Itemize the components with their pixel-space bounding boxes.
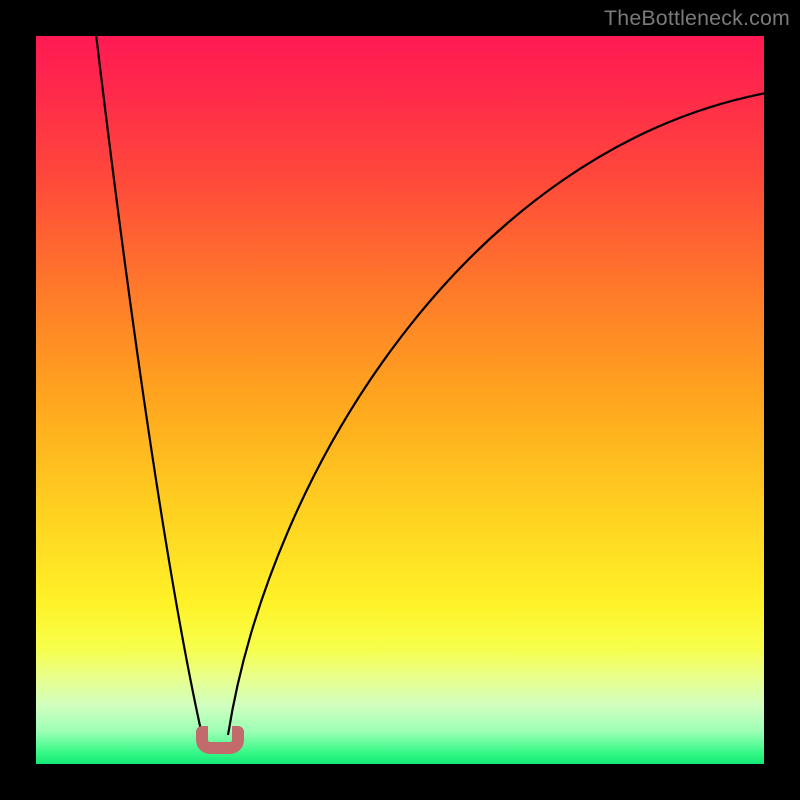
watermark-text: TheBottleneck.com: [604, 6, 790, 31]
bottleneck-chart: [0, 0, 800, 800]
minimum-marker: [196, 726, 244, 754]
plot-background: [36, 36, 764, 764]
chart-container: TheBottleneck.com: [0, 0, 800, 800]
